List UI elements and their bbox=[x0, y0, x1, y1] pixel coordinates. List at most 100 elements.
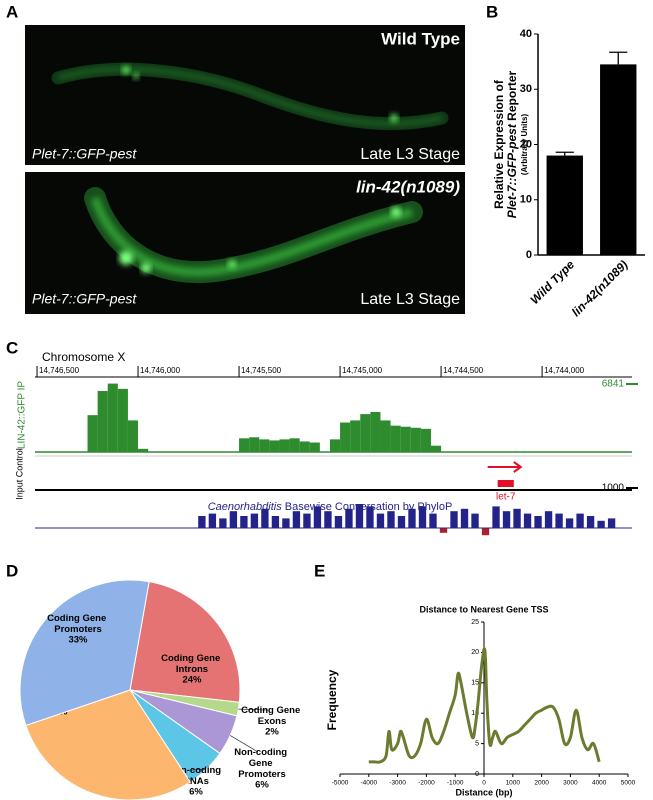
conservation-bar bbox=[334, 516, 343, 528]
gene-block bbox=[497, 480, 514, 487]
coverage-bar bbox=[350, 420, 361, 452]
conservation-bar bbox=[534, 516, 542, 528]
x-tick-label: 14,744,500 bbox=[443, 366, 484, 375]
slice-value: 6% bbox=[189, 787, 203, 798]
leader-line bbox=[238, 708, 269, 711]
line-series bbox=[368, 647, 601, 764]
conservation-bar bbox=[460, 508, 469, 528]
reporter-label: Plet-7::GFP-pest bbox=[32, 291, 137, 307]
stage-label: Late L3 Stage bbox=[360, 146, 460, 163]
x-tick-label: 14,745,000 bbox=[342, 366, 383, 375]
worm-glow bbox=[57, 66, 443, 127]
x-tick-label: 3000 bbox=[563, 780, 578, 787]
coverage-bar bbox=[117, 388, 128, 452]
conservation-bar bbox=[607, 518, 616, 528]
track-name: Input Control bbox=[14, 448, 24, 500]
slice-label: Non-coding RNAs bbox=[168, 765, 223, 787]
conservation-bar bbox=[292, 511, 301, 528]
x-tick-label: -1000 bbox=[447, 780, 464, 787]
conservation-bar bbox=[439, 528, 448, 533]
x-tick-label: -4000 bbox=[360, 780, 377, 787]
conservation-bar bbox=[513, 508, 521, 528]
coverage-bar bbox=[329, 439, 341, 452]
conservation-bar bbox=[387, 511, 395, 528]
gfp-spot bbox=[390, 114, 398, 122]
conservation-bar bbox=[555, 513, 563, 528]
conservation-bar bbox=[586, 516, 595, 528]
coverage-bar bbox=[430, 445, 442, 452]
coverage-bar bbox=[360, 414, 371, 452]
image-title: Wild Type bbox=[381, 29, 460, 48]
x-tick-label: lin-42(n1089) bbox=[569, 257, 631, 319]
gfp-spot bbox=[119, 251, 133, 265]
x-tick-label: 14,746,500 bbox=[39, 366, 80, 375]
conservation-bar bbox=[250, 513, 259, 528]
conservation-bar bbox=[418, 506, 427, 528]
conservation-bar bbox=[502, 511, 511, 528]
image-title: lin-42(n1089) bbox=[356, 177, 460, 196]
leader-line bbox=[229, 735, 259, 753]
coverage-bar bbox=[269, 440, 280, 452]
worm-glow bbox=[90, 196, 414, 277]
conservation-bar bbox=[481, 528, 490, 536]
conservation-bar bbox=[313, 506, 322, 528]
conservation-bar bbox=[366, 506, 374, 528]
y-axis-label: Plet-7::GFP-pest Reporter bbox=[505, 70, 519, 218]
y-tick-label: 10 bbox=[520, 194, 532, 206]
conservation-bar bbox=[397, 516, 406, 528]
leader-line bbox=[191, 768, 207, 771]
coverage-bar bbox=[410, 427, 421, 452]
conservation-bar bbox=[208, 513, 217, 528]
coverage-bar bbox=[289, 438, 300, 452]
slice-label: Coding Gene Promoters bbox=[47, 613, 109, 635]
error-bar bbox=[555, 151, 574, 156]
slice-label: Non-coding Gene Promoters bbox=[234, 747, 289, 780]
pie-slice bbox=[19, 579, 150, 727]
conservation-bar bbox=[345, 508, 353, 528]
y-tick-label: 20 bbox=[520, 138, 532, 150]
conservation-bar bbox=[471, 513, 479, 528]
slice-value: 33% bbox=[68, 635, 88, 646]
gene-direction-arrow bbox=[487, 461, 523, 473]
reporter-label: Plet-7::GFP-pest bbox=[32, 146, 137, 162]
panel-letter: C bbox=[6, 338, 18, 357]
y-axis-label: Frequency bbox=[325, 669, 339, 730]
x-tick-label: -5000 bbox=[332, 780, 349, 787]
y-tick-label: 5 bbox=[475, 740, 479, 747]
track-name: LIN-42::GFP IP bbox=[17, 381, 28, 450]
slice-value: 2% bbox=[265, 727, 279, 738]
coverage-bar bbox=[138, 448, 149, 452]
conservation-bar bbox=[376, 513, 385, 528]
gfp-spot bbox=[133, 73, 139, 79]
conservation-bar bbox=[429, 513, 437, 528]
chart-title: Distance to Nearest Gene TSS bbox=[419, 604, 548, 614]
y-tick-label: 15 bbox=[471, 680, 479, 687]
y-tick-label: 20 bbox=[471, 649, 479, 656]
coverage-bar bbox=[279, 439, 290, 452]
bar bbox=[546, 155, 583, 255]
panel-letter: B bbox=[486, 2, 498, 21]
x-tick-label: -2000 bbox=[418, 780, 435, 787]
conservation-bar bbox=[544, 511, 553, 528]
y-axis-label: Relative Expression of bbox=[492, 79, 506, 209]
chromosome-label: Chromosome X bbox=[42, 350, 125, 364]
x-tick-label: 5000 bbox=[621, 780, 636, 787]
coverage-bar bbox=[97, 390, 108, 452]
conservation-bar bbox=[523, 513, 532, 528]
y-tick-label: 25 bbox=[471, 619, 479, 626]
y-tick-label: 10 bbox=[471, 710, 479, 717]
track-scale: 1000 bbox=[602, 483, 625, 494]
x-tick-label: 14,746,000 bbox=[140, 366, 181, 375]
conservation-bar bbox=[229, 511, 238, 528]
panel-letter: A bbox=[6, 2, 18, 21]
coverage-bar bbox=[309, 442, 320, 452]
x-axis-label: Distance (bp) bbox=[455, 787, 512, 797]
x-tick-label: 14,745,500 bbox=[241, 366, 282, 375]
gfp-spot bbox=[141, 263, 151, 273]
gfp-spot bbox=[391, 207, 401, 217]
conservation-bar bbox=[565, 518, 574, 528]
x-tick-label: 14,744,000 bbox=[544, 366, 585, 375]
x-tick-label: 1000 bbox=[506, 780, 521, 787]
y-axis-label: (Arbitrary Units) bbox=[520, 113, 529, 175]
